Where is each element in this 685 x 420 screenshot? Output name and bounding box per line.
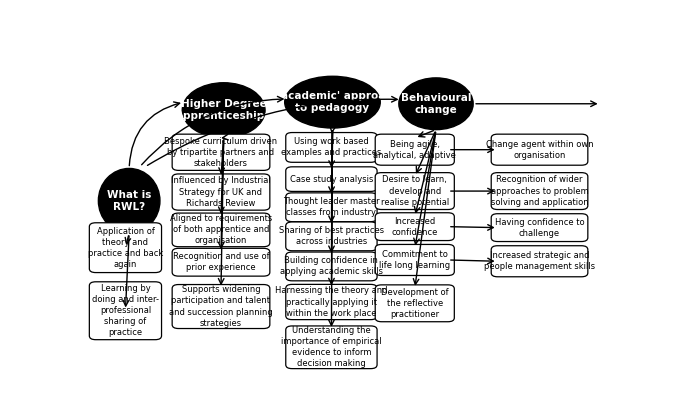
Text: Increased strategic and
people management skills: Increased strategic and people managemen… [484,251,595,271]
FancyBboxPatch shape [172,174,270,210]
Text: Recognition and use of
prior experience: Recognition and use of prior experience [173,252,269,272]
Text: Being agile,
analytical, adaptive: Being agile, analytical, adaptive [373,139,456,160]
Text: Application of
theory and
practice and back
again: Application of theory and practice and b… [88,226,163,269]
Text: Using work based
examples and practices: Using work based examples and practices [282,137,382,158]
Text: Building confidence in
applying academic skills: Building confidence in applying academic… [280,256,383,276]
Text: Understanding the
importance of empirical
evidence to inform
decision making: Understanding the importance of empirica… [281,326,382,368]
Text: Having confidence to
challenge: Having confidence to challenge [495,218,584,238]
Text: What is
RWL?: What is RWL? [107,189,151,212]
Text: Increased
confidence: Increased confidence [392,217,438,237]
FancyBboxPatch shape [172,248,270,276]
FancyBboxPatch shape [172,213,270,247]
Text: 'Pracademic' approach
to pedagogy: 'Pracademic' approach to pedagogy [266,91,399,113]
Text: Higher Degree
Apprenticeships: Higher Degree Apprenticeships [176,99,271,121]
FancyBboxPatch shape [89,223,162,273]
FancyBboxPatch shape [375,173,454,210]
FancyBboxPatch shape [172,284,270,328]
Text: Thought leader master
classes from industry: Thought leader master classes from indus… [283,197,379,217]
FancyBboxPatch shape [491,134,588,165]
Text: Learning by
doing and inter-
professional
sharing of
practice: Learning by doing and inter- professiona… [92,284,159,337]
Text: Case study analysis: Case study analysis [290,175,373,184]
FancyBboxPatch shape [286,167,377,192]
FancyBboxPatch shape [375,134,454,165]
Text: Aligned to requirements
of both apprentice and
organisation: Aligned to requirements of both apprenti… [170,214,272,245]
Text: Sharing of best practices
across industries: Sharing of best practices across industr… [279,226,384,247]
FancyBboxPatch shape [375,285,454,322]
Text: Commitment to
life long learning: Commitment to life long learning [379,250,450,270]
Text: Change agent within own
organisation: Change agent within own organisation [486,139,593,160]
Ellipse shape [285,76,380,128]
FancyBboxPatch shape [375,244,454,276]
FancyBboxPatch shape [491,214,588,241]
Text: Supports widening
participation and talent
and succession planning
strategies: Supports widening participation and tale… [169,285,273,328]
Text: Behavioural
change: Behavioural change [401,92,471,115]
Text: Bespoke curriculum driven
by tripartite partners and
stakeholders: Bespoke curriculum driven by tripartite … [164,136,277,168]
FancyBboxPatch shape [491,173,588,210]
FancyBboxPatch shape [286,222,377,251]
Ellipse shape [182,83,265,138]
FancyBboxPatch shape [375,213,454,241]
Text: Development of
the reflective
practitioner: Development of the reflective practition… [381,288,449,319]
FancyBboxPatch shape [491,246,588,277]
Ellipse shape [399,78,473,130]
FancyBboxPatch shape [286,252,377,281]
Text: Recognition of wider
approaches to problem
solving and application: Recognition of wider approaches to probl… [490,176,588,207]
FancyBboxPatch shape [286,133,377,162]
FancyBboxPatch shape [89,282,162,340]
Text: Influenced by Industrial
Strategy for UK and
Richards Review: Influenced by Industrial Strategy for UK… [171,176,271,207]
Ellipse shape [99,168,160,233]
FancyBboxPatch shape [286,326,377,369]
Text: Desire to learn,
develop and
realise potential: Desire to learn, develop and realise pot… [381,176,449,207]
Text: Harnessing the theory and
practically applying it
within the work place: Harnessing the theory and practically ap… [275,286,388,318]
FancyBboxPatch shape [172,134,270,171]
FancyBboxPatch shape [286,193,377,222]
FancyBboxPatch shape [286,284,377,320]
